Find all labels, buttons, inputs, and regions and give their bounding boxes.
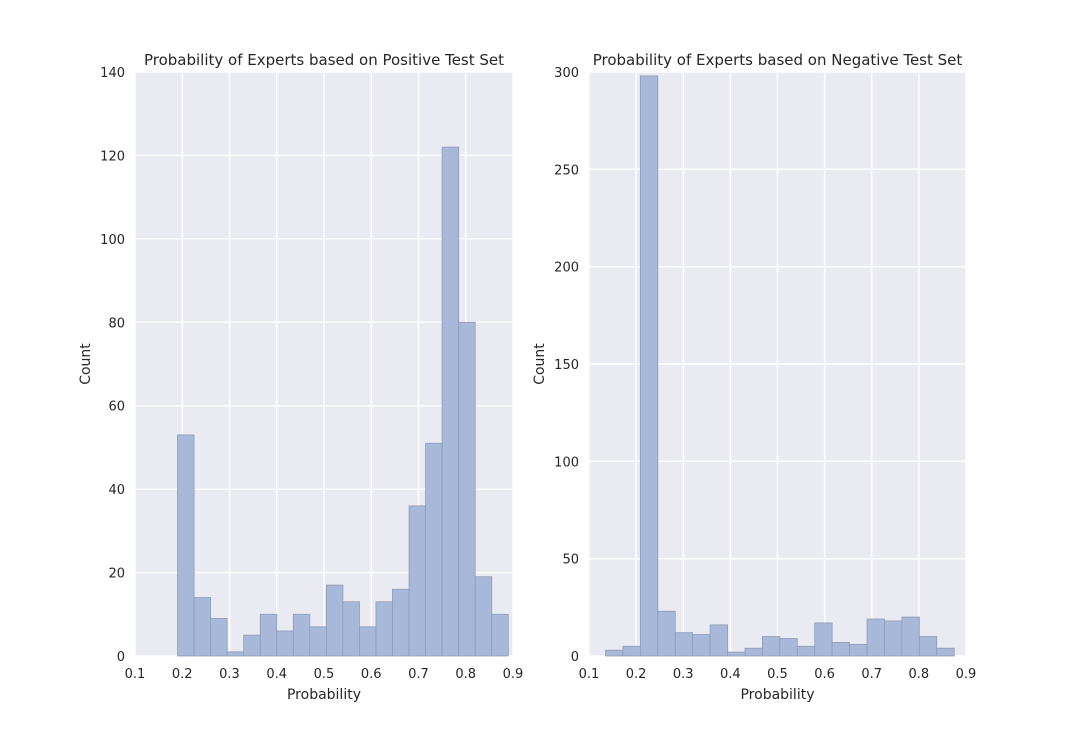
y-tick-label: 60 xyxy=(108,400,125,415)
y-tick-label: 200 xyxy=(554,261,579,276)
histogram-bar xyxy=(243,634,261,657)
y-tick-label: 0 xyxy=(117,650,125,665)
histogram-bar xyxy=(309,626,327,657)
histogram-bar xyxy=(408,505,426,657)
y-tick-label: 100 xyxy=(100,233,125,248)
histogram-bar xyxy=(901,616,920,657)
x-tick-label: 0.7 xyxy=(861,667,882,682)
histogram-bar xyxy=(796,645,816,657)
histogram-bar xyxy=(425,442,443,657)
y-axis-label: Count xyxy=(532,343,548,385)
histogram-bar xyxy=(474,576,493,657)
positive-test-histogram: 0.1 0.2 0.3 0.4 0.5 0.6 0.7 0.8 0.9 0 20 40 60 80 100 1… xyxy=(78,51,523,703)
x-tick-label: 0.2 xyxy=(172,667,193,682)
y-tick-label: 300 xyxy=(554,66,579,81)
chart-title: Probability of Experts based on Positive… xyxy=(144,51,504,69)
histogram-bar xyxy=(849,643,868,657)
y-tick-label: 0 xyxy=(571,650,579,665)
x-axis-label: Probability xyxy=(740,687,814,703)
x-tick-label: 0.5 xyxy=(314,667,335,682)
x-tick-label: 0.4 xyxy=(266,667,287,682)
histogram-bar xyxy=(605,649,624,657)
y-tick-label: 140 xyxy=(100,66,125,81)
histogram-bar xyxy=(918,636,938,657)
chart-title: Probability of Experts based on Negative… xyxy=(593,51,963,69)
x-tick-label: 0.4 xyxy=(720,667,741,682)
y-tick-label: 80 xyxy=(108,316,125,331)
x-tick-label: 0.7 xyxy=(408,667,429,682)
histogram-bar xyxy=(292,613,311,657)
histogram-bar xyxy=(709,624,728,657)
x-tick-label: 0.9 xyxy=(956,667,977,682)
x-tick-label: 0.6 xyxy=(361,667,382,682)
x-tick-label: 0.9 xyxy=(503,667,524,682)
histogram-bar xyxy=(831,641,851,657)
y-tick-label: 150 xyxy=(554,358,579,373)
y-tick-label: 50 xyxy=(562,553,579,568)
x-axis-label: Probability xyxy=(287,687,361,703)
histogram-bar xyxy=(779,638,798,657)
y-tick-label: 20 xyxy=(108,567,125,582)
x-tick-label: 0.3 xyxy=(219,667,240,682)
histogram-bar xyxy=(259,613,278,657)
histogram-bar xyxy=(441,146,460,657)
histogram-bar xyxy=(639,75,659,657)
histogram-bar xyxy=(359,626,377,657)
histogram-bar xyxy=(692,634,711,657)
histogram-bar xyxy=(866,618,885,657)
histogram-bar xyxy=(375,601,393,657)
histogram-bar xyxy=(325,584,344,657)
histogram-bar xyxy=(744,647,763,657)
x-tick-label: 0.5 xyxy=(767,667,788,682)
histogram-bar xyxy=(491,613,509,657)
negative-test-histogram: 0.1 0.2 0.3 0.4 0.5 0.6 0.7 0.8 0.9 0 50 100 150 200 2… xyxy=(532,51,976,703)
y-tick-label: 120 xyxy=(100,149,125,164)
histogram-bar xyxy=(276,630,294,657)
histogram-bar xyxy=(342,601,360,657)
histogram-bar xyxy=(226,651,245,657)
histogram-bar xyxy=(193,597,212,657)
histogram-bar xyxy=(177,434,195,657)
histogram-bar xyxy=(622,645,641,657)
histogram-bar xyxy=(814,622,833,657)
histogram-bar xyxy=(936,647,955,657)
histogram-bar xyxy=(727,651,746,657)
histogram-bar xyxy=(458,321,476,657)
y-tick-label: 100 xyxy=(554,455,579,470)
y-tick-label: 40 xyxy=(108,483,125,498)
x-tick-label: 0.6 xyxy=(814,667,835,682)
x-tick-label: 0.3 xyxy=(673,667,694,682)
histogram-bar xyxy=(392,588,410,657)
histogram-bar xyxy=(762,636,781,657)
histogram-bar xyxy=(884,620,903,657)
x-tick-label: 0.8 xyxy=(909,667,930,682)
x-tick-label: 0.1 xyxy=(579,667,600,682)
y-tick-label: 250 xyxy=(554,163,579,178)
x-tick-label: 0.1 xyxy=(125,667,146,682)
y-axis-label: Count xyxy=(78,343,94,385)
histogram-bar xyxy=(674,632,694,657)
x-tick-label: 0.2 xyxy=(626,667,647,682)
histogram-bar xyxy=(210,618,228,657)
x-tick-label: 0.8 xyxy=(455,667,476,682)
histogram-bar xyxy=(657,610,676,657)
